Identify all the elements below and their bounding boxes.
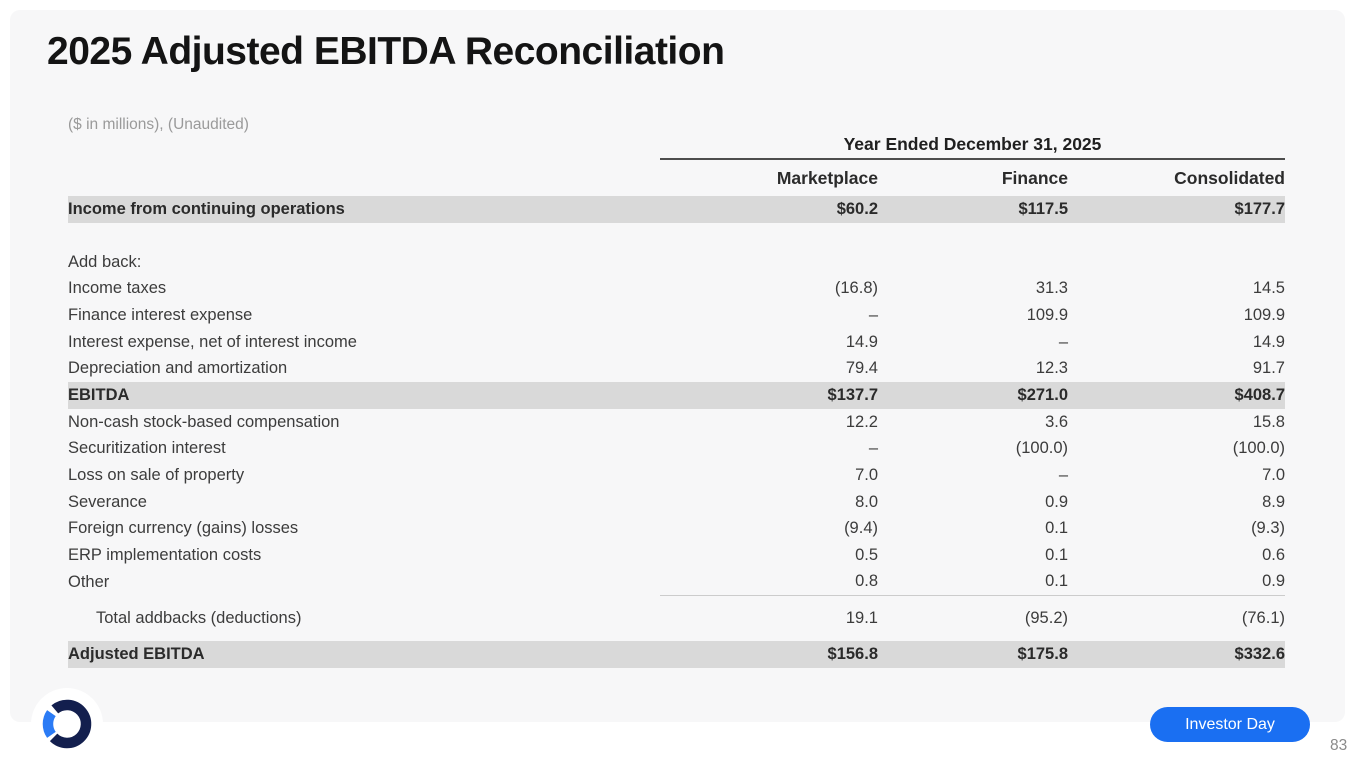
row-value: (100.0)	[1015, 439, 1068, 458]
row-value: –	[1058, 332, 1068, 351]
page-title: 2025 Adjusted EBITDA Reconciliation	[47, 30, 725, 73]
row-value: 14.9	[845, 332, 878, 351]
ebitda-reconciliation-table: Year Ended December 31, 2025 Marketplace…	[68, 134, 1285, 668]
row-value: –	[868, 305, 878, 324]
row-value: 0.1	[1045, 545, 1068, 564]
table-row: Interest expense, net of interest income…	[68, 329, 1285, 356]
column-header-marketplace: Marketplace	[776, 167, 878, 188]
row-value: $117.5	[1018, 200, 1068, 218]
row-value: 12.3	[1035, 359, 1068, 378]
company-ring-logo-icon	[31, 688, 103, 760]
row-value: 0.1	[878, 569, 1068, 596]
row-label: ERP implementation costs	[68, 545, 262, 564]
row-label: Securitization interest	[68, 439, 226, 458]
row-value: 8.9	[1262, 492, 1285, 511]
row-value: 7.0	[1262, 465, 1285, 484]
row-value: 109.9	[1243, 305, 1285, 324]
table-row: Securitization interest – (100.0) (100.0…	[68, 436, 1285, 463]
row-value: (100.0)	[1232, 439, 1285, 458]
row-value: $177.7	[1234, 200, 1285, 218]
row-value: (95.2)	[1024, 608, 1068, 627]
row-label: Income taxes	[68, 279, 167, 298]
page-number: 83	[1330, 737, 1348, 754]
row-label: Total addbacks (deductions)	[96, 608, 302, 627]
row-value: 0.1	[1045, 519, 1068, 538]
row-value: 91.7	[1252, 359, 1285, 378]
row-value: 0.5	[855, 545, 878, 564]
row-value: (16.8)	[834, 279, 878, 298]
row-value: 12.2	[845, 412, 878, 431]
row-value: (9.4)	[844, 519, 878, 538]
row-value: –	[868, 439, 878, 458]
investor-day-button[interactable]: Investor Day	[1150, 707, 1310, 742]
table-row: Loss on sale of property 7.0 – 7.0	[68, 462, 1285, 489]
table-row: Finance interest expense – 109.9 109.9	[68, 302, 1285, 329]
row-label: Severance	[68, 492, 147, 511]
row-value: (76.1)	[1241, 608, 1285, 627]
table-row: Other 0.8 0.1 0.9	[68, 569, 1285, 596]
row-label: Depreciation and amortization	[68, 359, 288, 378]
row-value: $156.8	[827, 644, 878, 663]
row-value: $408.7	[1234, 385, 1285, 404]
units-note: ($ in millions), (Unaudited)	[68, 116, 249, 133]
row-value: (9.3)	[1251, 519, 1285, 538]
row-label: Finance interest expense	[68, 305, 253, 324]
row-label: Interest expense, net of interest income	[68, 332, 357, 351]
row-value: 14.9	[1252, 332, 1285, 351]
row-value: 7.0	[855, 465, 878, 484]
table-row	[68, 223, 1285, 249]
row-value: $60.2	[836, 200, 878, 218]
row-value: –	[1058, 465, 1068, 484]
row-value: 109.9	[1026, 305, 1068, 324]
table-row: Total addbacks (deductions) 19.1 (95.2) …	[68, 596, 1285, 641]
row-label: Adjusted EBITDA	[68, 644, 205, 663]
row-value: $137.7	[827, 385, 878, 404]
row-value: 3.6	[1045, 412, 1068, 431]
row-value: $332.6	[1234, 644, 1285, 663]
table-row: ERP implementation costs 0.5 0.1 0.6	[68, 542, 1285, 569]
table-row: Severance 8.0 0.9 8.9	[68, 489, 1285, 516]
row-value: 0.6	[1262, 545, 1285, 564]
row-label: EBITDA	[68, 385, 130, 404]
row-value: 31.3	[1035, 279, 1068, 298]
period-header-row: Year Ended December 31, 2025	[68, 134, 1285, 160]
row-value: 0.9	[1045, 492, 1068, 511]
slide-card	[10, 10, 1345, 722]
row-label: Loss on sale of property	[68, 465, 245, 484]
table-row: EBITDA $137.7 $271.0 $408.7	[68, 381, 1285, 409]
row-value: 0.9	[1068, 569, 1285, 596]
period-header: Year Ended December 31, 2025	[660, 134, 1285, 160]
column-header-consolidated: Consolidated	[1174, 167, 1285, 188]
row-value: 15.8	[1252, 412, 1285, 431]
row-value: $271.0	[1017, 385, 1068, 404]
row-label: Add back:	[68, 252, 142, 271]
row-label: Foreign currency (gains) losses	[68, 519, 299, 538]
column-header-finance: Finance	[1001, 167, 1068, 188]
column-header-row: Marketplace Finance Consolidated	[68, 160, 1285, 196]
row-value: 8.0	[855, 492, 878, 511]
row-label: Income from continuing operations	[68, 200, 345, 218]
row-label: Non-cash stock-based compensation	[68, 412, 340, 431]
table-row: Non-cash stock-based compensation 12.2 3…	[68, 409, 1285, 436]
row-label: Other	[68, 572, 110, 591]
table-row: Foreign currency (gains) losses (9.4) 0.…	[68, 515, 1285, 542]
table-row: Income taxes (16.8) 31.3 14.5	[68, 276, 1285, 303]
table-rows: Income from continuing operations $60.2 …	[68, 196, 1285, 668]
table-row: Add back:	[68, 249, 1285, 276]
row-value: $175.8	[1017, 644, 1068, 663]
table-row: Adjusted EBITDA $156.8 $175.8 $332.6	[68, 640, 1285, 668]
row-value: 79.4	[845, 359, 878, 378]
row-value: 19.1	[845, 608, 878, 627]
row-value: 14.5	[1252, 279, 1285, 298]
row-value: 0.8	[660, 569, 878, 596]
table-row: Depreciation and amortization 79.4 12.3 …	[68, 355, 1285, 382]
table-row: Income from continuing operations $60.2 …	[68, 196, 1285, 223]
